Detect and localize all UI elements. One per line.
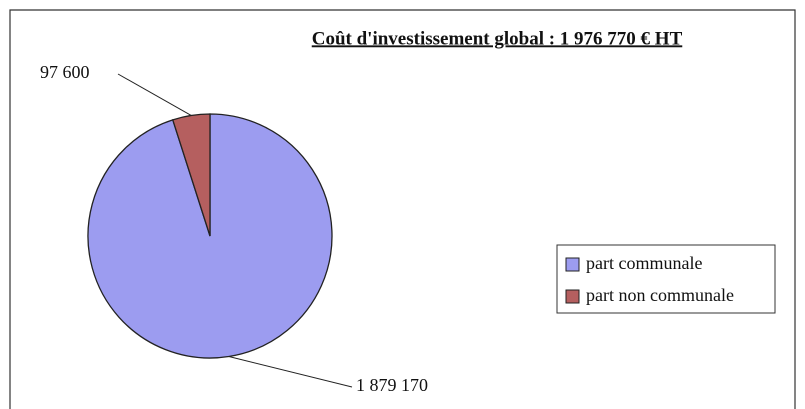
legend-box xyxy=(556,244,776,314)
legend-label: part communale xyxy=(586,253,702,273)
leader-line xyxy=(117,73,192,116)
pie-slice xyxy=(171,113,211,237)
legend-swatch xyxy=(565,257,580,272)
data-label: 97 600 xyxy=(40,62,90,82)
chart-title: Coût d'investissement global : 1 976 770… xyxy=(312,28,683,49)
chart-frame xyxy=(9,9,796,409)
legend-label: part non communale xyxy=(586,285,734,305)
leader-line xyxy=(228,356,353,388)
data-label: 1 879 170 xyxy=(356,375,428,395)
legend-swatch xyxy=(565,289,580,304)
